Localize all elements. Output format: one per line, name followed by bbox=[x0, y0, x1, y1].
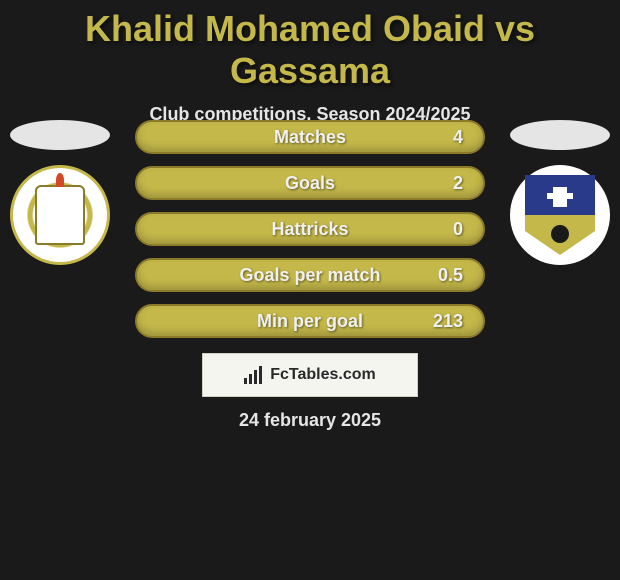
date-label: 24 february 2025 bbox=[0, 410, 620, 431]
comparison-card: Khalid Mohamed Obaid vs Gassama Club com… bbox=[0, 0, 620, 580]
stat-bar: Goals 2 bbox=[135, 166, 485, 200]
stat-value: 2 bbox=[453, 173, 463, 194]
stat-value: 213 bbox=[433, 311, 463, 332]
stat-bar: Goals per match 0.5 bbox=[135, 258, 485, 292]
page-title: Khalid Mohamed Obaid vs Gassama bbox=[0, 0, 620, 92]
club-crest-right-icon bbox=[510, 165, 610, 265]
stat-bar: Min per goal 213 bbox=[135, 304, 485, 338]
stat-label: Matches bbox=[274, 127, 346, 148]
stat-label: Goals bbox=[285, 173, 335, 194]
player-right-hat-icon bbox=[510, 120, 610, 150]
stat-value: 0.5 bbox=[438, 265, 463, 286]
stat-bar: Matches 4 bbox=[135, 120, 485, 154]
player-left-badge bbox=[10, 120, 110, 265]
stat-value: 0 bbox=[453, 219, 463, 240]
brand-box: FcTables.com bbox=[202, 353, 418, 397]
stat-value: 4 bbox=[453, 127, 463, 148]
stat-label: Goals per match bbox=[239, 265, 380, 286]
stat-label: Hattricks bbox=[271, 219, 348, 240]
chart-icon bbox=[244, 366, 264, 384]
club-crest-left-icon bbox=[10, 165, 110, 265]
stat-bar: Hattricks 0 bbox=[135, 212, 485, 246]
stat-label: Min per goal bbox=[257, 311, 363, 332]
player-left-hat-icon bbox=[10, 120, 110, 150]
stats-panel: Matches 4 Goals 2 Hattricks 0 Goals per … bbox=[135, 120, 485, 350]
brand-text: FcTables.com bbox=[270, 366, 376, 384]
player-right-badge bbox=[510, 120, 610, 265]
